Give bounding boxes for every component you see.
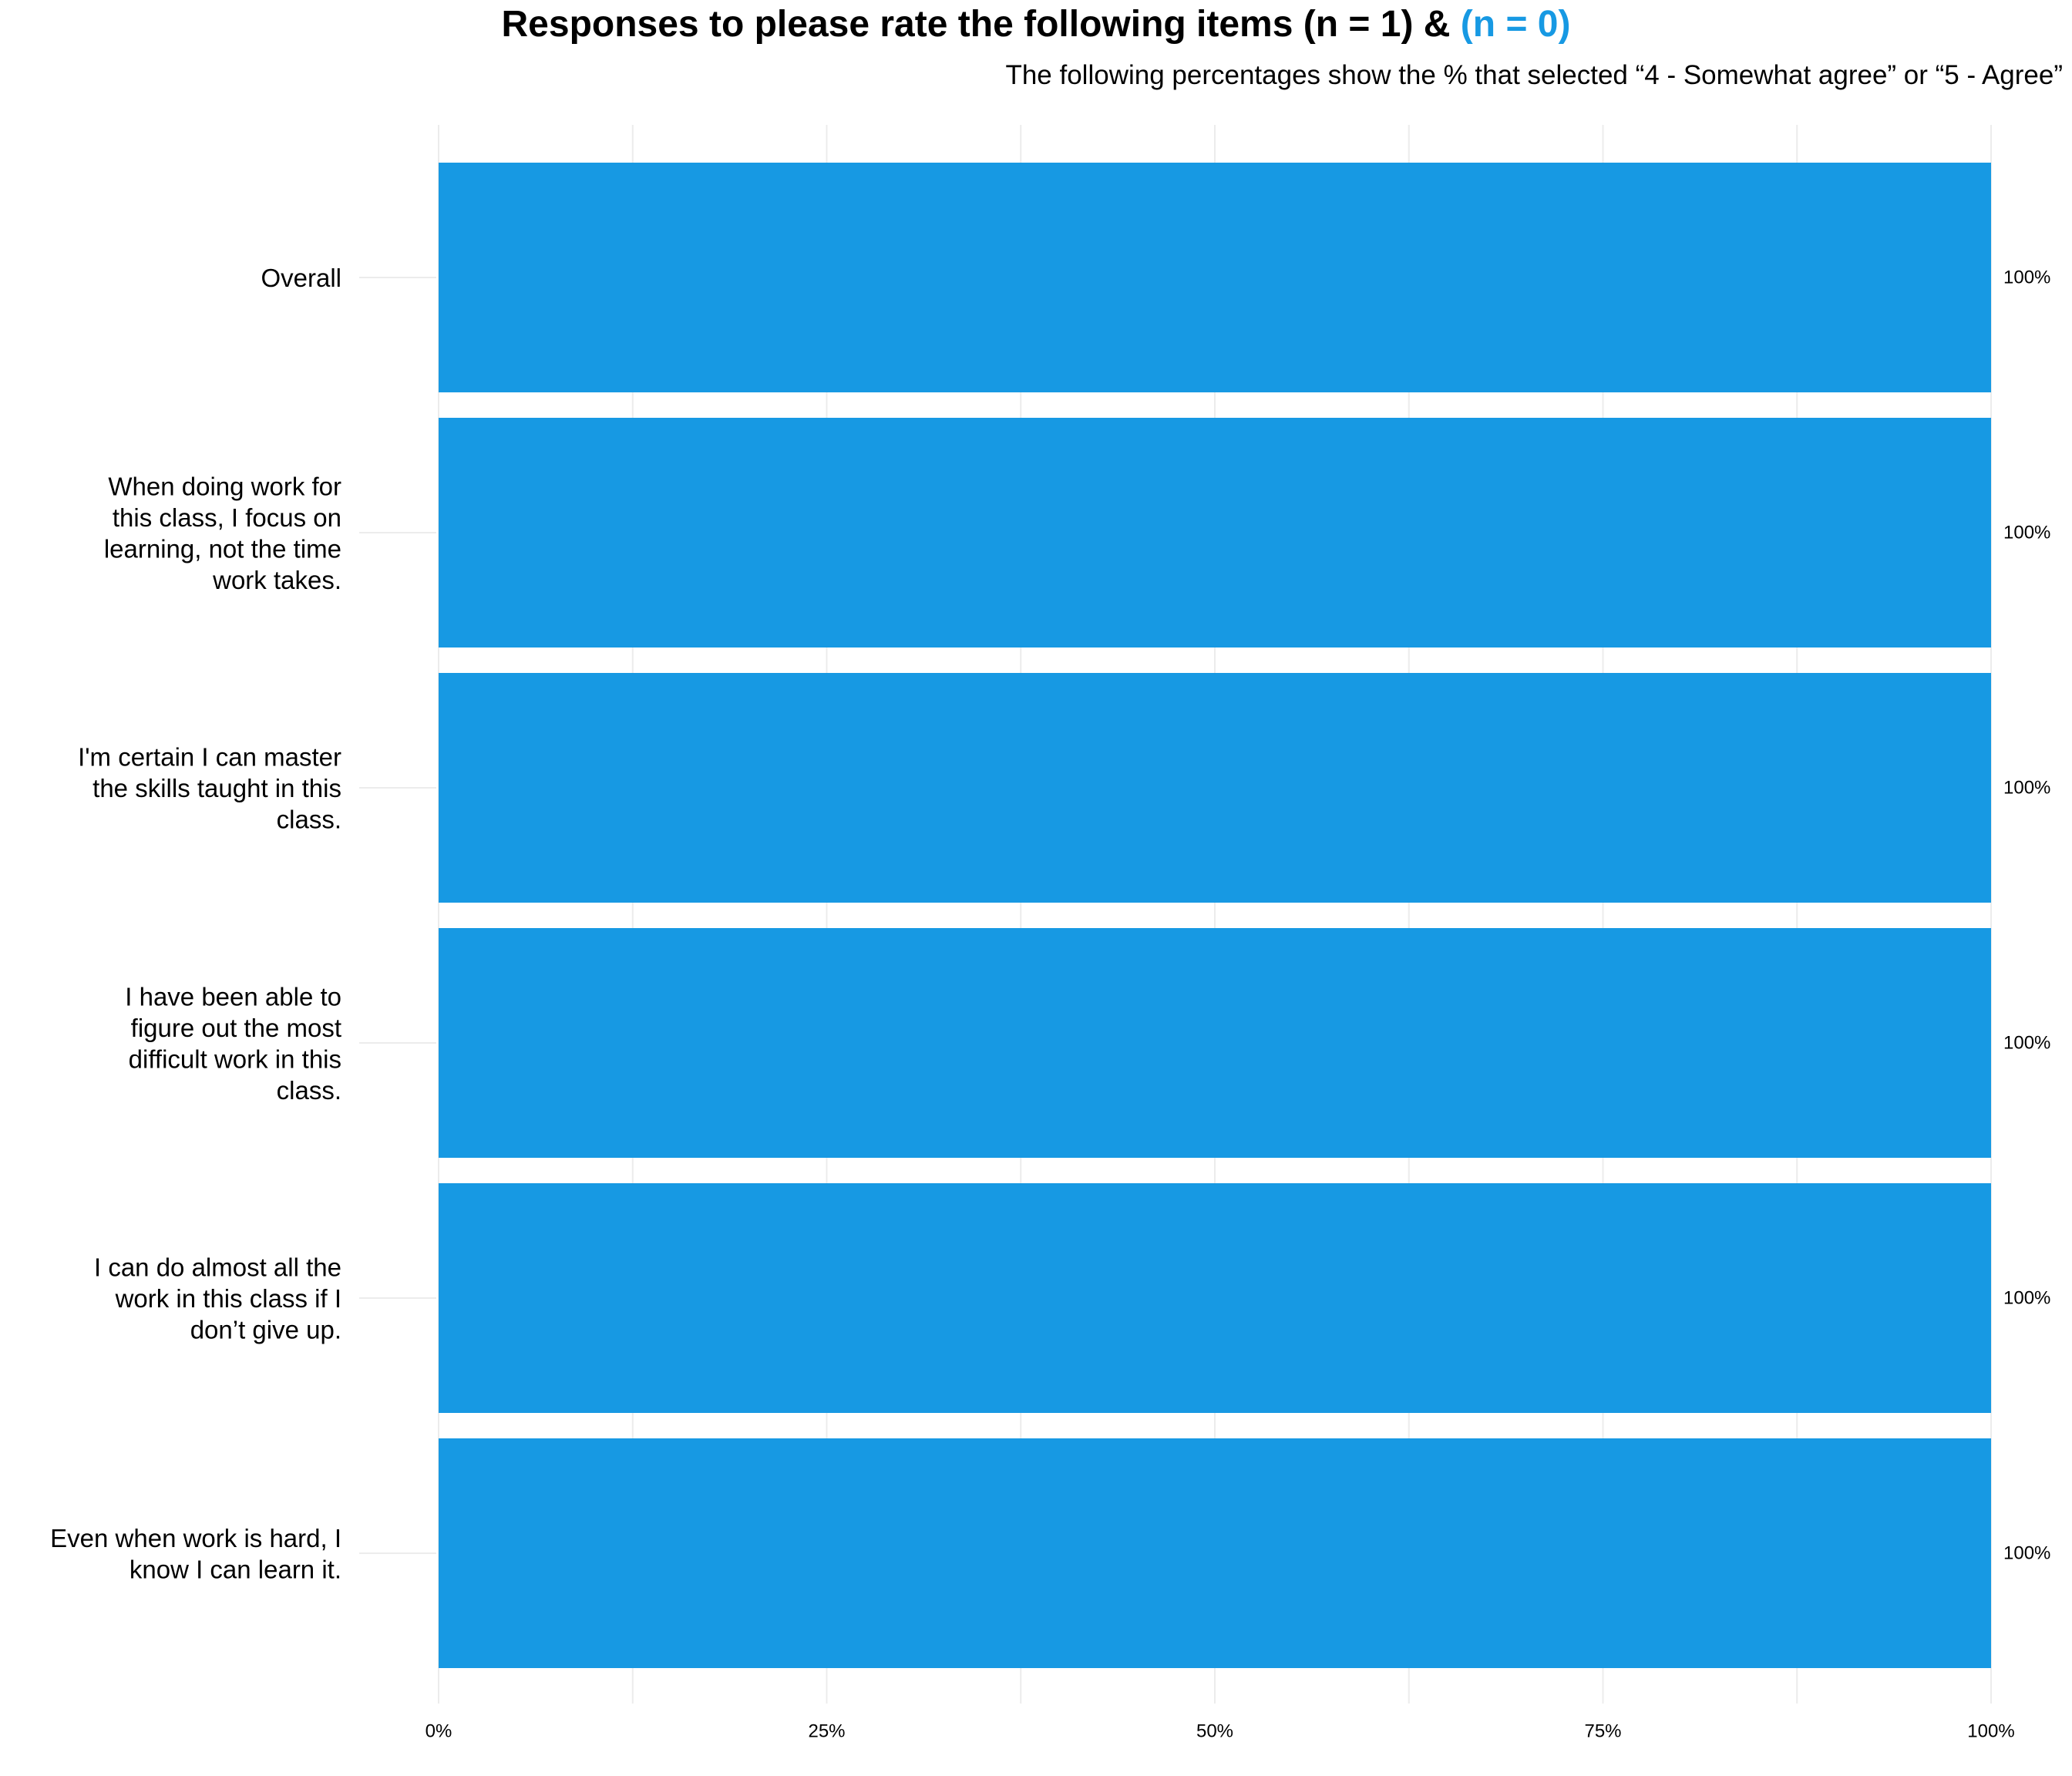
value-label: 100% xyxy=(2003,778,2050,799)
chart-title-main: Responses to please rate the following i… xyxy=(501,4,1451,45)
x-tick-label: 25% xyxy=(808,1721,845,1742)
bars xyxy=(439,163,1991,1668)
x-axis-ticks: 0% 25% 50% 75% 100% xyxy=(426,1721,2015,1742)
bar xyxy=(439,163,1991,392)
bar xyxy=(439,1183,1991,1413)
bar xyxy=(439,928,1991,1158)
category-label: I'm certain I can master the skills taugh… xyxy=(78,742,341,833)
bar xyxy=(439,1438,1991,1668)
value-label: 100% xyxy=(2003,1543,2050,1564)
x-tick-label: 100% xyxy=(1967,1721,2014,1742)
chart-subtitle: The following percentages show the % tha… xyxy=(1005,60,2063,90)
x-tick-label: 75% xyxy=(1584,1721,1621,1742)
x-tick-label: 0% xyxy=(426,1721,452,1742)
x-tick-label: 50% xyxy=(1196,1721,1233,1742)
bar xyxy=(439,673,1991,903)
category-label: I have been able to figure out the most di… xyxy=(125,982,341,1105)
value-label: 100% xyxy=(2003,1288,2050,1309)
value-label: 100% xyxy=(2003,523,2050,543)
category-label: Overall xyxy=(261,264,341,292)
chart-title: Responses to please rate the following i… xyxy=(0,3,2072,45)
category-label: When doing work for this class, I focus o… xyxy=(104,472,341,594)
chart-title-accent: (n = 0) xyxy=(1460,4,1571,45)
value-labels: 100% 100% 100% 100% 100% 100% xyxy=(2003,267,2050,1564)
value-label: 100% xyxy=(2003,267,2050,288)
bar xyxy=(439,418,1991,648)
category-label: I can do almost all the work in this clas… xyxy=(94,1253,341,1344)
category-labels: Overall When doing work for this class, I … xyxy=(50,264,341,1583)
value-label: 100% xyxy=(2003,1033,2050,1054)
